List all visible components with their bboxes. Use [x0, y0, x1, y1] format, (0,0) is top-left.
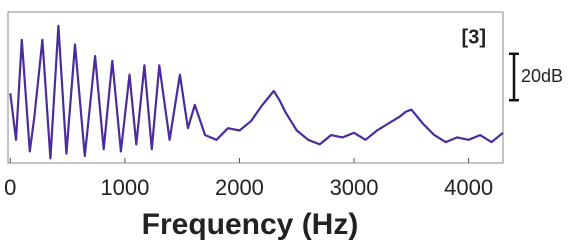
- annotation: [3]: [462, 26, 486, 48]
- x-axis-label: Frequency (Hz): [142, 208, 359, 241]
- x-tick-label: 2000: [215, 175, 264, 200]
- x-tick-label: 3000: [330, 175, 379, 200]
- spectrum-line: [9, 24, 504, 160]
- scale-bar-label: 20dB: [521, 66, 563, 86]
- x-tick-label: 0: [4, 175, 16, 200]
- plot-frame: [7, 11, 504, 164]
- x-tick-label: 1000: [100, 175, 149, 200]
- x-tick-label: 4000: [444, 175, 493, 200]
